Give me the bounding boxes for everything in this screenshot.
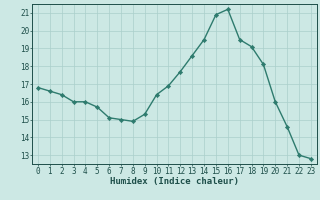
X-axis label: Humidex (Indice chaleur): Humidex (Indice chaleur) bbox=[110, 177, 239, 186]
